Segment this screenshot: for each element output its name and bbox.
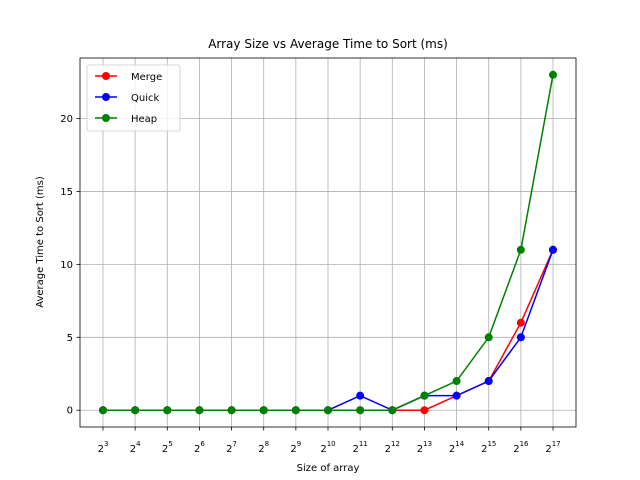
series-layer: [99, 70, 557, 415]
y-tick-label: 10: [60, 260, 73, 271]
x-ticks: 23 24 25 26 27 28 29 210 211 212 213 214 215 216 217: [98, 427, 561, 455]
legend-label: Merge: [131, 72, 162, 83]
x-tick-label: 217: [545, 440, 560, 455]
data-point: [452, 377, 461, 386]
legend-item: Heap: [95, 114, 157, 125]
x-tick-label: 213: [417, 440, 432, 455]
data-point: [549, 245, 557, 254]
y-tick-label: 20: [60, 114, 73, 125]
data-point: [291, 406, 300, 415]
data-point: [549, 70, 557, 79]
series-heap: [99, 70, 557, 415]
y-tick-label: 5: [67, 333, 73, 344]
data-point: [420, 406, 429, 415]
x-tick-label: 212: [385, 440, 400, 455]
legend: Merge Quick Heap: [86, 64, 181, 132]
legend-item: Quick: [95, 93, 159, 104]
data-point: [484, 377, 493, 386]
x-tick-label: 216: [513, 440, 529, 455]
data-point: [131, 406, 140, 415]
x-tick-label: 211: [352, 440, 367, 455]
y-axis-label: Average Time to Sort (ms): [35, 176, 46, 308]
y-tick-label: 15: [60, 187, 73, 198]
data-point: [356, 391, 365, 400]
y-ticks: 0 5 10 15 20: [60, 114, 80, 417]
chart-title: Array Size vs Average Time to Sort (ms): [208, 37, 448, 51]
data-point: [195, 406, 204, 415]
data-point: [324, 406, 332, 415]
x-tick-label: 25: [162, 440, 173, 455]
data-point: [452, 391, 461, 400]
legend-frame: [86, 64, 181, 132]
data-point: [420, 391, 429, 400]
data-point: [516, 333, 525, 342]
x-tick-label: 214: [449, 440, 465, 455]
legend-marker: [102, 72, 110, 80]
x-tick-label: 27: [226, 440, 237, 455]
data-point: [484, 333, 493, 342]
data-point: [516, 245, 525, 254]
data-point: [99, 406, 107, 415]
legend-label: Quick: [131, 93, 159, 104]
data-point: [516, 318, 525, 327]
x-tick-label: 215: [481, 440, 496, 455]
data-point: [163, 406, 172, 415]
x-tick-label: 23: [98, 440, 109, 455]
x-tick-label: 28: [258, 440, 269, 455]
data-point: [227, 406, 236, 415]
x-axis-label: Size of array: [297, 463, 360, 474]
legend-label: Heap: [131, 114, 157, 125]
legend-item: Merge: [95, 72, 162, 83]
data-point: [259, 406, 268, 415]
data-point: [356, 406, 365, 415]
x-tick-label: 24: [130, 440, 141, 455]
x-tick-label: 29: [290, 440, 301, 455]
data-point: [388, 406, 397, 415]
x-tick-label: 210: [320, 440, 335, 455]
y-tick-label: 0: [67, 406, 73, 417]
legend-marker: [102, 114, 110, 122]
x-tick-label: 26: [194, 440, 205, 455]
legend-marker: [102, 93, 110, 101]
